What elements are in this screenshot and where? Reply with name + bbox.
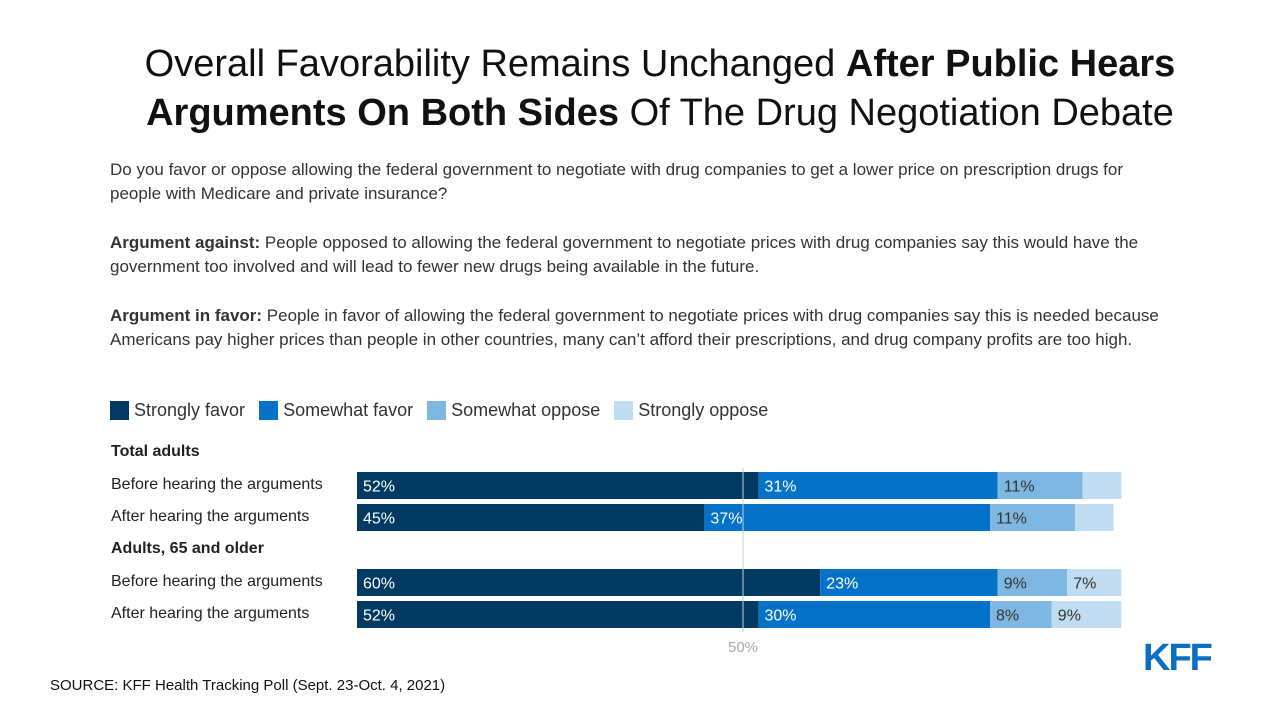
data-label: 11%	[996, 511, 1027, 528]
bar-segment	[820, 569, 998, 596]
data-label: 37%	[710, 511, 742, 528]
bar-segment	[1051, 601, 1122, 628]
bar-segment	[990, 601, 1052, 628]
legend-label: Somewhat oppose	[451, 399, 601, 420]
data-label: 9%	[1004, 576, 1027, 593]
bar-segment	[1067, 569, 1122, 596]
group-label-adults-65: Adults, 65 and older	[111, 540, 264, 557]
legend-label: Strongly favor	[134, 399, 246, 420]
bar-segment	[357, 569, 821, 596]
row-label: Before hearing the arguments	[111, 573, 323, 590]
data-label: 52%	[363, 608, 395, 625]
bar-segment	[997, 569, 1068, 596]
data-label: 31%	[764, 479, 796, 496]
title-part-1: Overall Favorability Remains Unchanged	[144, 43, 846, 85]
data-label: 8%	[996, 608, 1019, 625]
bar-segment	[357, 504, 705, 531]
bar-segment	[357, 472, 759, 499]
data-label: 30%	[764, 608, 796, 625]
legend-item-strongly-favor: Strongly favor	[110, 400, 245, 421]
source-note: SOURCE: KFF Health Tracking Poll (Sept. …	[50, 677, 446, 694]
survey-question: Do you favor or oppose allowing the fede…	[110, 160, 1124, 203]
legend-item-somewhat-oppose: Somewhat oppose	[427, 400, 600, 421]
legend-swatch	[427, 400, 447, 420]
legend-swatch	[259, 400, 279, 420]
legend-swatch	[614, 400, 634, 420]
row-label: After hearing the arguments	[111, 605, 310, 622]
argument-against: Argument against: People opposed to allo…	[110, 231, 1160, 279]
bar-segment	[357, 601, 759, 628]
chart-legend: Strongly favor Somewhat favor Somewhat o…	[110, 399, 782, 421]
data-label: 7%	[1073, 576, 1096, 593]
group-label-total-adults: Total adults	[111, 443, 200, 460]
data-label: 52%	[363, 479, 395, 496]
legend-label: Strongly oppose	[638, 399, 769, 420]
argument-favor-label: Argument in favor:	[110, 306, 263, 325]
bar-segment	[758, 472, 998, 499]
reference-line-label: 50%	[728, 639, 758, 656]
legend-swatch	[110, 400, 129, 420]
bar-segment	[758, 601, 991, 628]
argument-against-label: Argument against:	[110, 233, 261, 252]
legend-item-strongly-oppose: Strongly oppose	[614, 400, 768, 421]
data-label: 60%	[363, 576, 395, 593]
argument-favor-text: People in favor of allowing the federal …	[110, 306, 1159, 349]
row-label: Before hearing the arguments	[111, 476, 323, 493]
argument-favor: Argument in favor: People in favor of al…	[110, 304, 1160, 352]
bar-segment	[704, 504, 991, 531]
bar-segment	[1082, 472, 1122, 499]
kff-logo: KFF	[1143, 637, 1213, 679]
data-label: 9%	[1058, 608, 1081, 625]
bar-segment	[1074, 504, 1114, 531]
legend-item-somewhat-favor: Somewhat favor	[259, 400, 413, 421]
title-bold: After Public Hears Arguments On Both Sid…	[146, 43, 1176, 134]
data-label: 11%	[1004, 479, 1035, 496]
title-part-2: Of The Drug Negotiation Debate	[619, 92, 1174, 134]
data-label: 45%	[363, 511, 395, 528]
chart-title: Overall Favorability Remains Unchanged A…	[80, 40, 1240, 138]
bar-segment	[997, 472, 1083, 499]
data-label: 23%	[826, 576, 858, 593]
argument-against-text: People opposed to allowing the federal g…	[110, 233, 1139, 276]
legend-label: Somewhat favor	[283, 399, 414, 420]
bar-segment	[990, 504, 1075, 531]
row-label: After hearing the arguments	[111, 508, 310, 525]
